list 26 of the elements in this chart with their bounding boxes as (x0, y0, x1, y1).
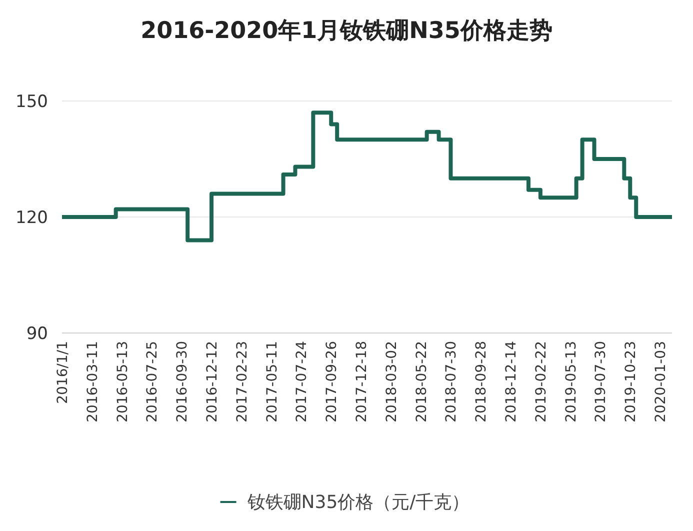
x-tick-label: 2016-09-30 (174, 341, 191, 422)
y-tick-label: 90 (26, 324, 48, 344)
x-tick-label: 2019-10-23 (623, 341, 640, 422)
x-tick-label: 2017-09-26 (324, 340, 340, 422)
x-tick-label: 2016/1/1 (55, 341, 71, 404)
legend-label: 钕铁硼N35价格（元/千克） (246, 492, 470, 513)
x-tick-label: 2019-05-13 (563, 341, 580, 422)
x-tick-label: 2017-02-23 (234, 341, 250, 422)
x-tick-label: 2019-02-22 (533, 341, 550, 422)
x-tick-label: 2019-07-30 (593, 341, 610, 422)
x-tick-label: 2018-03-02 (384, 341, 400, 422)
x-tick-label: 2017-12-18 (354, 341, 370, 422)
x-tick-label: 2018-05-22 (414, 341, 430, 422)
y-tick-label: 150 (16, 92, 48, 112)
x-tick-label: 2016-12-12 (204, 341, 221, 422)
x-tick-label: 2016-05-13 (114, 341, 131, 422)
x-tick-label: 2016-03-11 (84, 341, 101, 422)
x-tick-label: 2018-09-28 (474, 341, 490, 422)
x-tick-label: 2018-12-14 (504, 340, 520, 422)
x-tick-label: 2017-05-11 (264, 341, 280, 422)
x-tick-label: 2018-07-30 (444, 341, 460, 422)
x-tick-label: 2020-01-03 (653, 341, 670, 422)
chart-title: 2016-2020年1月钕铁硼N35价格走势 (140, 18, 552, 44)
y-tick-label: 120 (16, 208, 48, 228)
x-tick-label: 2017-07-24 (294, 340, 310, 422)
x-tick-label: 2016-07-25 (144, 341, 161, 422)
